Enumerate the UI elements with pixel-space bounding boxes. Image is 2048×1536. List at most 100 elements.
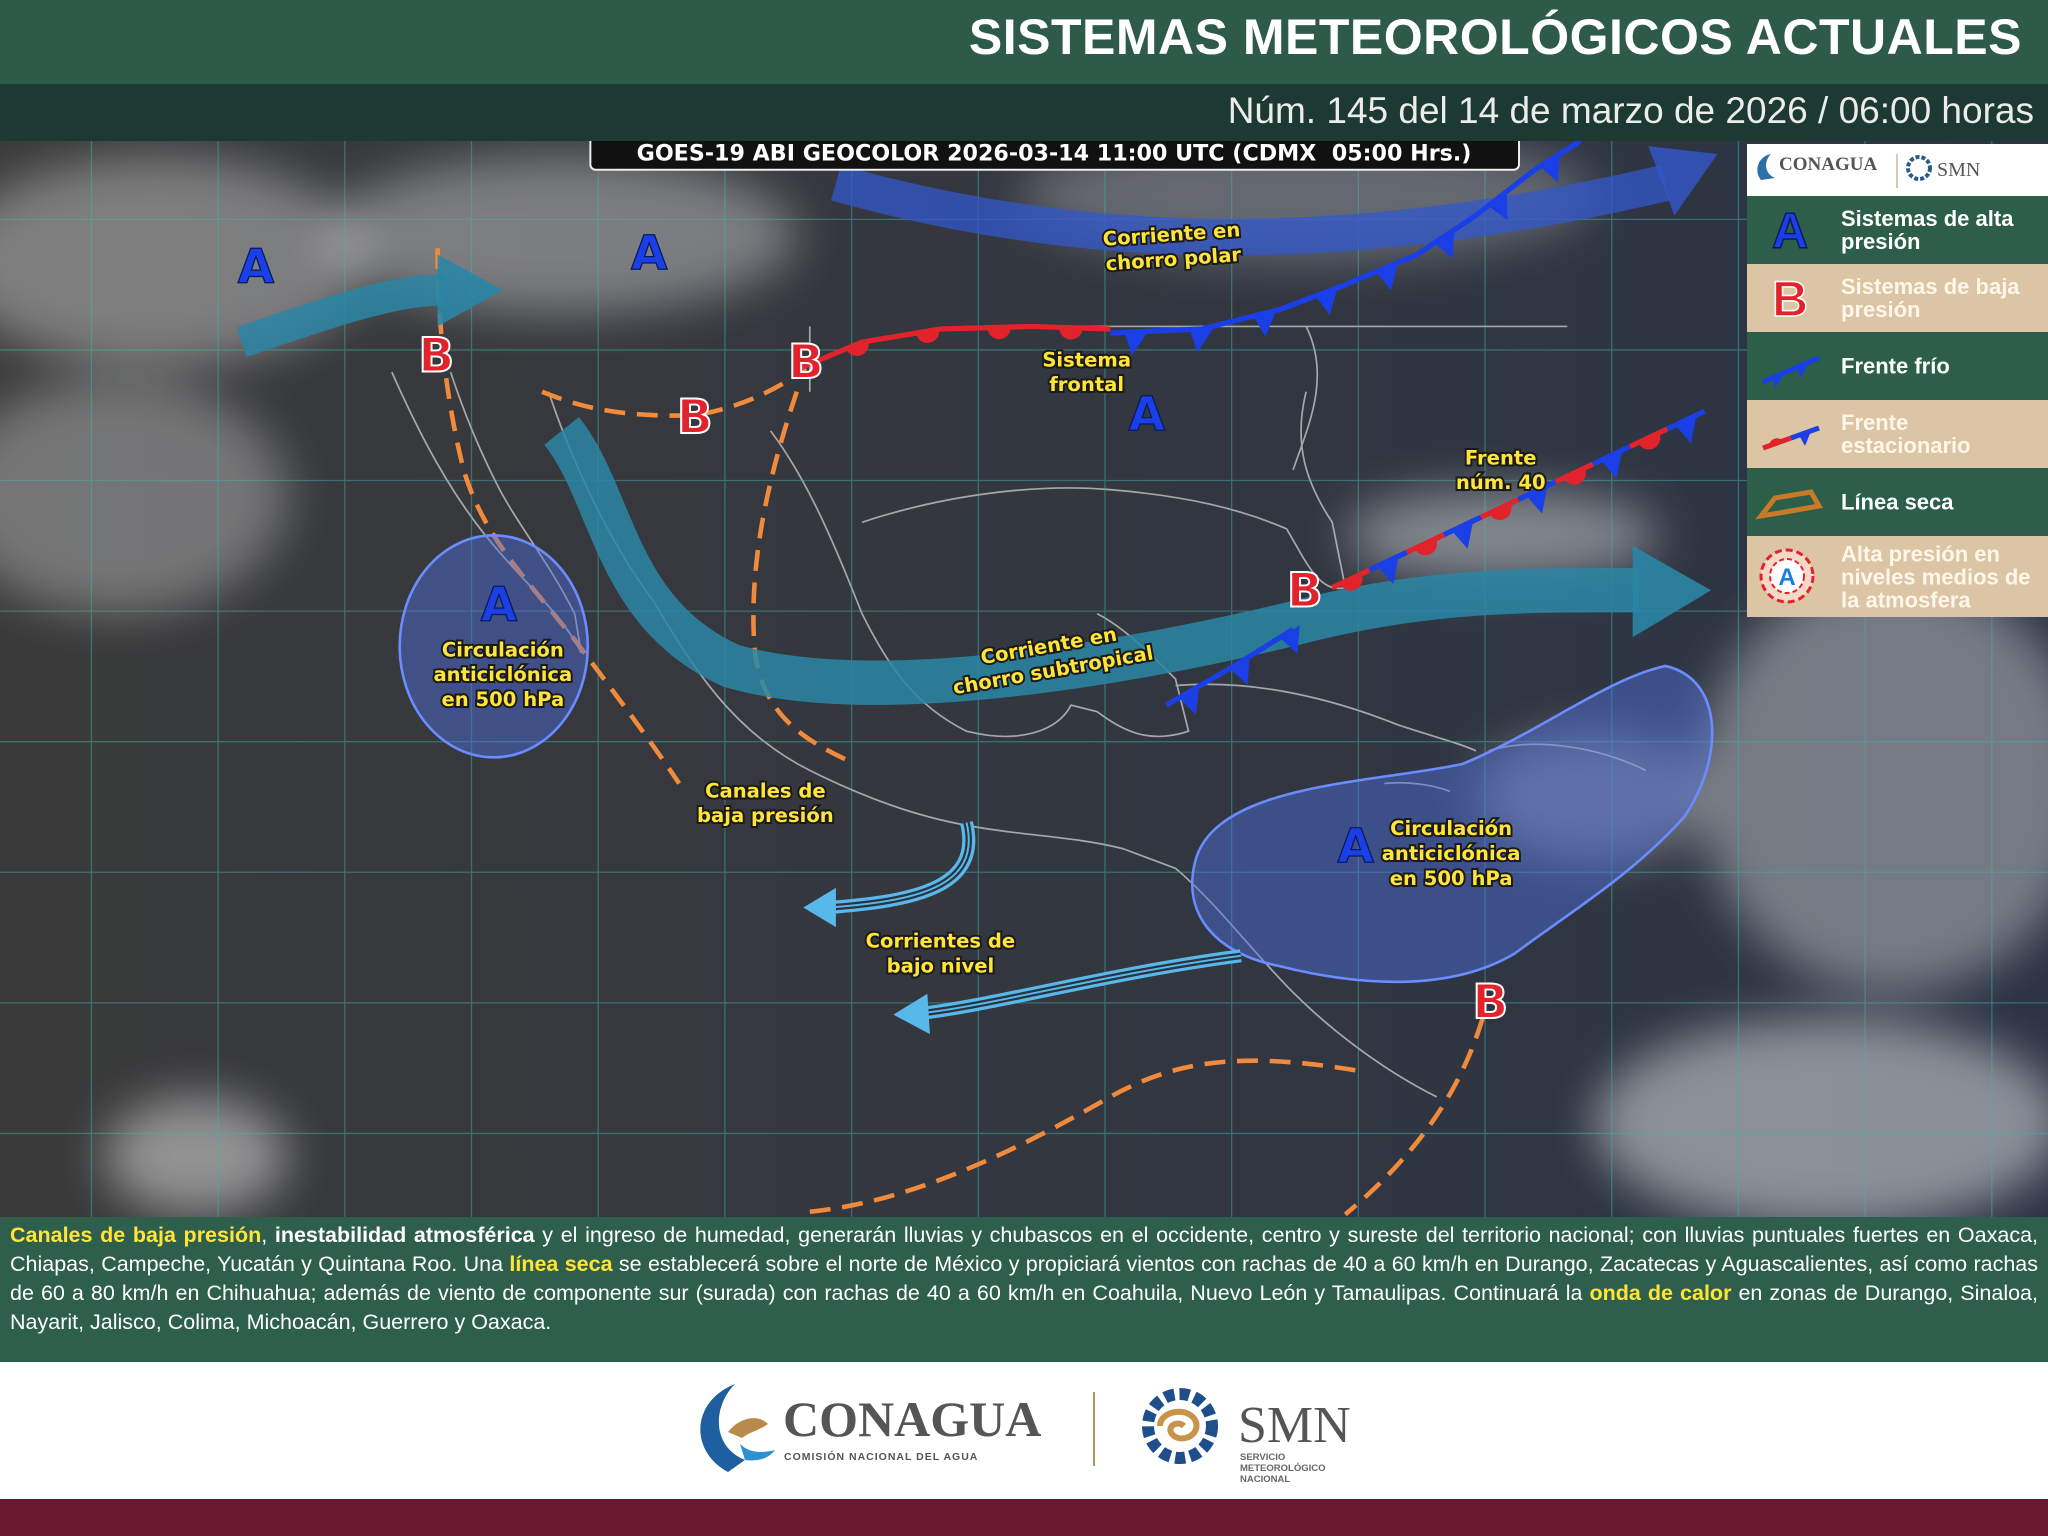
cold-front-barb <box>1488 191 1508 221</box>
high-pressure-label: A <box>631 227 668 282</box>
annotation-line: baja presión <box>697 804 834 827</box>
land-outlines-part <box>769 430 1190 738</box>
legend-logo-art-part <box>1757 154 1775 180</box>
low-pressure-label: B <box>788 335 824 390</box>
troughs-part <box>1343 1017 1485 1217</box>
legend-icon-part <box>1761 355 1820 385</box>
satellite-label-box: GOES-19 ABI GEOCOLOR 2026-03-14 11:00 UT… <box>589 141 1520 171</box>
land-outlines <box>391 325 1647 1098</box>
clouds-part <box>1593 1018 2048 1217</box>
jet-streams-part <box>830 164 1670 256</box>
legend-symbol: B <box>1772 272 1808 326</box>
legend: CONAGUA SMN A Sistemas de alta presión B… <box>1747 144 2048 617</box>
footer-logos-part <box>1142 1388 1218 1464</box>
clouds-part <box>104 1096 288 1215</box>
annotation-line: Canales de <box>705 779 825 802</box>
annotation-line: núm. 40 <box>1456 471 1546 494</box>
low-level-currents-part <box>920 954 1241 1015</box>
legend-conagua: CONAGUA <box>1779 154 1877 175</box>
warm-front-barb <box>1489 503 1512 520</box>
legend-icon-part <box>1797 362 1809 378</box>
conagua-name: CONAGUA <box>783 1391 1041 1447</box>
troughs <box>435 248 1485 1217</box>
cold-front-barb <box>1451 520 1474 549</box>
cold-front-barb <box>1600 450 1623 479</box>
satellite-label-box-part <box>589 141 1520 171</box>
title: SISTEMAS METEOROLÓGICOS ACTUALES <box>968 9 2022 65</box>
cold-front-barb <box>1377 556 1399 585</box>
text: y el ingreso de humedad, generarán lluvi… <box>10 1223 2038 1276</box>
highlight: onda de calor <box>1589 1281 1732 1305</box>
text: , <box>261 1223 275 1247</box>
cold-front-barb <box>1675 415 1697 444</box>
annotation-line: anticiclónica <box>1382 841 1521 864</box>
legend-logo-art: CONAGUA SMN <box>1757 154 1980 188</box>
legend-icon-part <box>1799 431 1811 446</box>
satellite-label: GOES-19 ABI GEOCOLOR 2026-03-14 11:00 UT… <box>637 141 1472 167</box>
annotation-line: en 500 hPa <box>1390 866 1513 889</box>
annotation-line: Sistema <box>1042 348 1131 371</box>
cold-front-barb <box>1229 656 1250 685</box>
land-outlines-part <box>861 391 1347 590</box>
footer: CONAGUA COMISIÓN NACIONAL DEL AGUA SMN S… <box>0 1362 2048 1499</box>
legend-item: A Alta presión en niveles medios de la a… <box>1747 536 2048 617</box>
legend-label: Línea seca <box>1841 489 1954 515</box>
legend-label: Frente estacionario <box>1841 410 1971 458</box>
footer-logos: CONAGUA COMISIÓN NACIONAL DEL AGUA SMN S… <box>700 1384 1351 1485</box>
warm-front-barb <box>1563 467 1586 485</box>
warm-front-barb <box>915 329 940 343</box>
annotation-line: Circulación <box>1390 817 1512 840</box>
map-labels: A A A A A B B B B B Corriente enchorro polar Sistem… <box>237 216 1547 1031</box>
legend-item: Frente estacionario <box>1747 400 2048 468</box>
emphasis: inestabilidad atmosférica <box>274 1223 535 1247</box>
smn-subtitle-line: NACIONAL <box>1240 1474 1290 1485</box>
forecast-text: Canales de baja presión, inestabilidad a… <box>0 1217 2048 1341</box>
footer-logos-part <box>1157 1409 1200 1442</box>
subtitle: Núm. 145 del 14 de marzo de 2026 / 06:00… <box>1227 90 2034 131</box>
legend-label: Sistemas de alta presión <box>1841 206 2014 254</box>
map-annotation: Canales de baja presión <box>697 779 834 827</box>
low-pressure-label: B <box>1472 975 1508 1030</box>
bottom-bar <box>0 1499 2048 1536</box>
legend-label: Sistemas de baja presión <box>1841 274 2020 322</box>
high-pressure-label: A <box>1129 387 1166 442</box>
map-annotation: Corrientes de bajo nivel <box>866 929 1015 977</box>
legend-icon <box>1761 355 1820 388</box>
subtitle-bar: Núm. 145 del 14 de marzo de 2026 / 06:00… <box>0 84 2048 141</box>
map-annotation: Corriente enchorro polar <box>1102 218 1243 275</box>
legend-icon <box>1755 489 1823 520</box>
cold-front-barb <box>1253 310 1277 337</box>
high-pressure-label: A <box>481 578 518 633</box>
anticyclones-part <box>398 534 590 759</box>
stationary-front <box>1442 514 1483 538</box>
clouds-part <box>0 156 366 366</box>
land-outlines-part <box>1175 683 1477 752</box>
clouds-part <box>0 378 288 614</box>
stationary-front <box>795 323 1111 372</box>
smn-subtitle-line: SERVICIO <box>1240 1452 1285 1463</box>
clouds-part <box>1698 574 2048 993</box>
warm-front-barb <box>1059 327 1083 340</box>
cold-front-barb <box>1526 485 1548 514</box>
land-outlines-part <box>1384 743 1647 793</box>
land-outlines-part <box>391 371 583 654</box>
jet-streams-part <box>1632 545 1712 638</box>
legend-icon-part <box>1769 558 1805 594</box>
low-level-currents-part <box>829 822 970 909</box>
legend-logo-art-part <box>1906 155 1932 181</box>
warm-front-barb <box>1340 573 1363 591</box>
low-pressure-label: B <box>1287 564 1323 619</box>
anticyclones-part <box>1190 664 1714 984</box>
low-pressure-label: B <box>418 329 454 384</box>
cold-front-barb <box>1189 328 1214 353</box>
jet-streams-part <box>543 417 1640 705</box>
map-annotation: Circulación anticiclónica en 500 hPa <box>433 638 572 711</box>
warm-front-barb <box>846 339 869 356</box>
cold-front-barb <box>1178 686 1200 715</box>
annotation-line: en 500 hPa <box>441 687 564 710</box>
legend-icon-part <box>1755 489 1823 520</box>
annotation-line: bajo nivel <box>887 954 995 977</box>
cold-front-barb <box>1376 262 1398 291</box>
